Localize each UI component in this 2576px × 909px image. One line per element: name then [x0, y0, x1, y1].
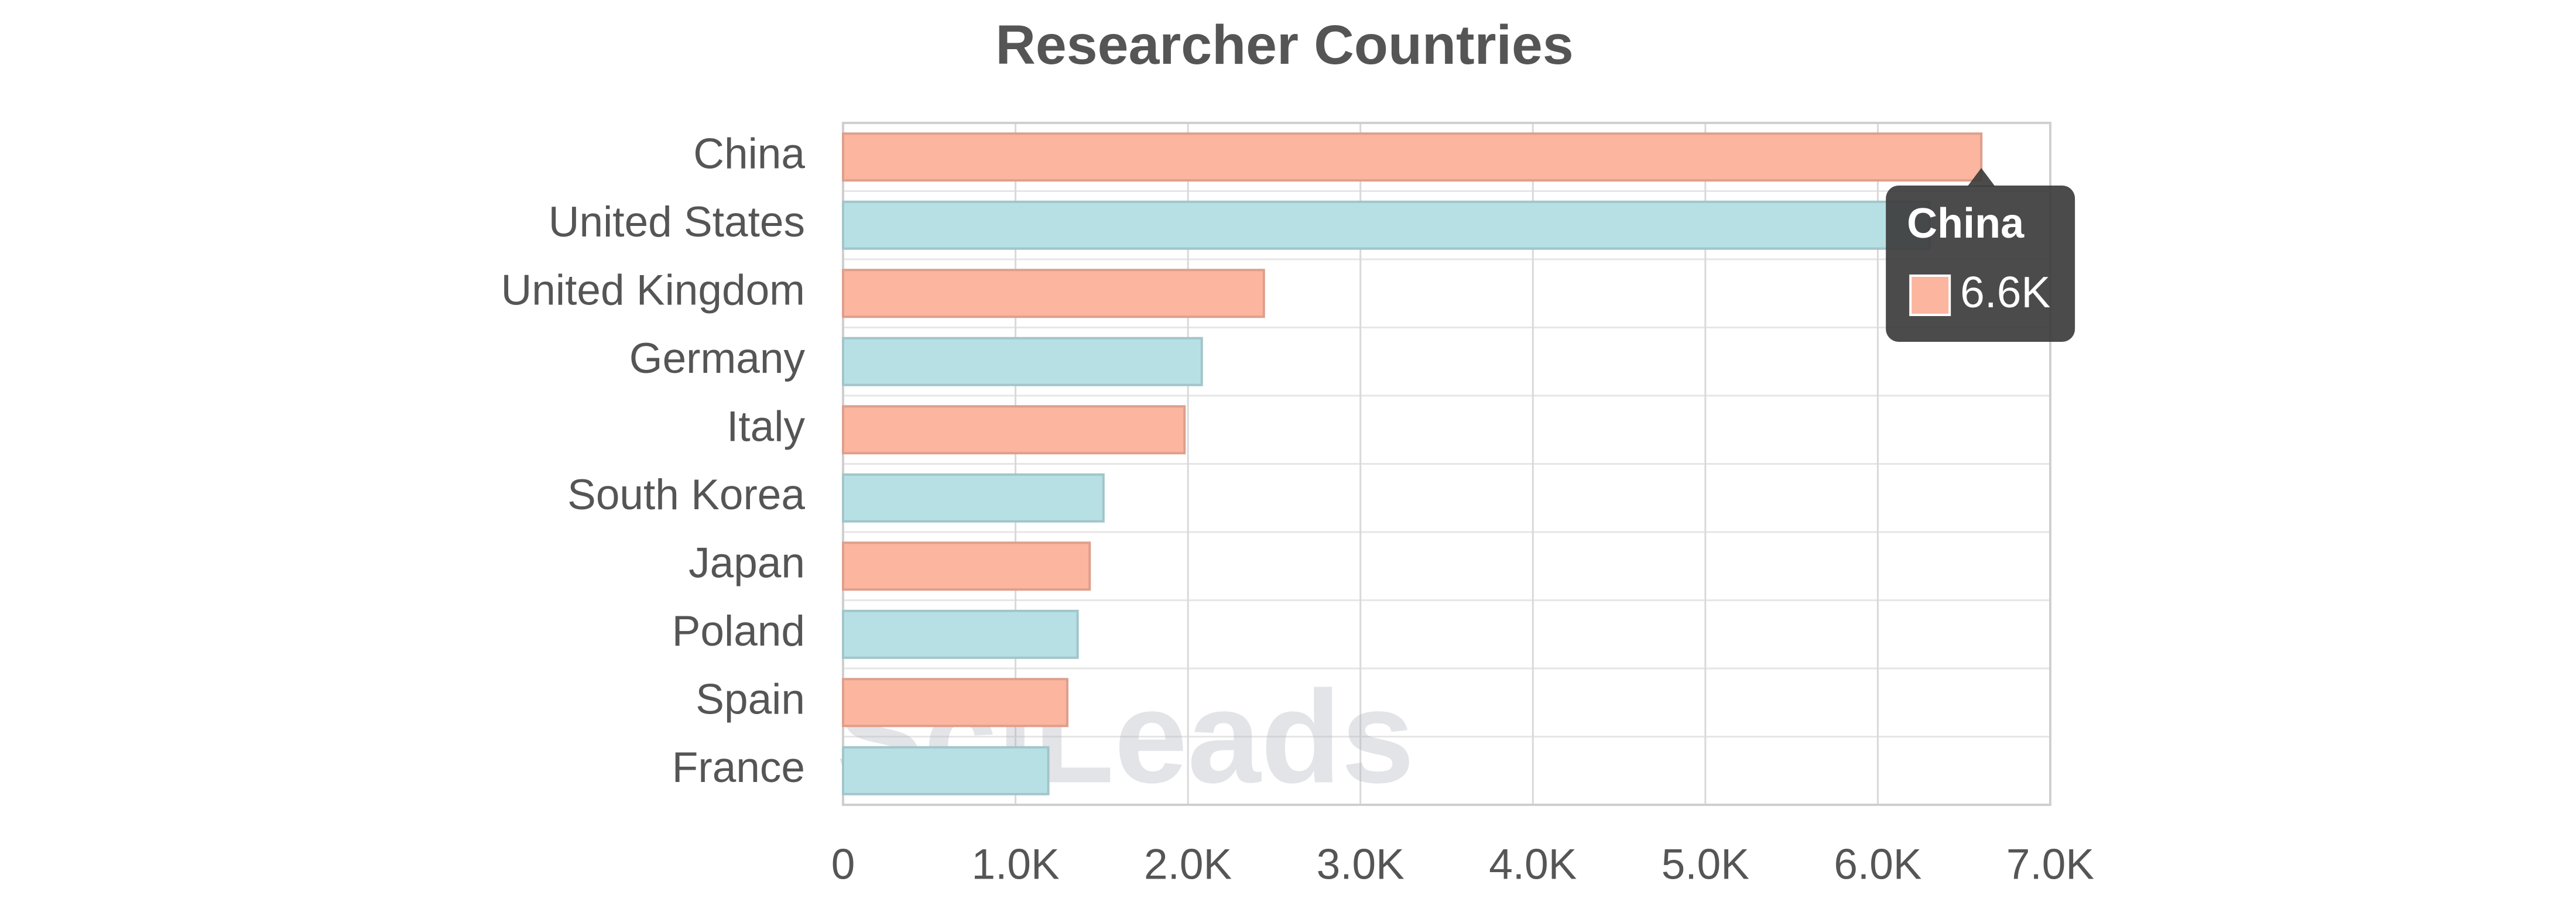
y-tick-label: Italy [727, 403, 805, 451]
bar [842, 541, 1091, 591]
bar [842, 405, 1186, 455]
tooltip-swatch [1909, 275, 1951, 316]
x-tick-label: 0 [831, 841, 855, 888]
y-tick-label: United Kingdom [501, 267, 805, 314]
bar [842, 200, 1931, 250]
bar [842, 473, 1105, 523]
x-tick-label: 4.0K [1489, 841, 1577, 888]
tooltip-title: China [1907, 200, 2025, 247]
chart-title: Researcher Countries [995, 14, 1573, 76]
bar [842, 269, 1265, 318]
plot-frame [842, 122, 2051, 806]
x-tick-label: 3.0K [1317, 841, 1405, 888]
y-tick-label: Poland [672, 608, 805, 655]
y-tick-label: United States [549, 198, 805, 246]
bar [842, 132, 1983, 182]
bar [842, 337, 1203, 386]
bar [842, 609, 1079, 659]
x-tick-label: 5.0K [1662, 841, 1749, 888]
y-tick-label: Japan [688, 540, 805, 587]
y-tick-label: France [672, 744, 805, 791]
bar [842, 678, 1068, 728]
x-tick-label: 1.0K [971, 841, 1059, 888]
x-tick-label: 6.0K [1834, 841, 1921, 888]
tooltip-value: 6.6K [1960, 267, 2050, 317]
y-tick-label: South Korea [567, 471, 805, 519]
bar [842, 746, 1050, 795]
x-tick-label: 7.0K [2006, 841, 2094, 888]
tooltip-pointer [1967, 168, 1996, 187]
y-tick-label: Germany [629, 335, 806, 382]
y-tick-label: Spain [696, 676, 805, 723]
x-tick-label: 2.0K [1144, 841, 1232, 888]
y-tick-label: China [693, 131, 805, 178]
